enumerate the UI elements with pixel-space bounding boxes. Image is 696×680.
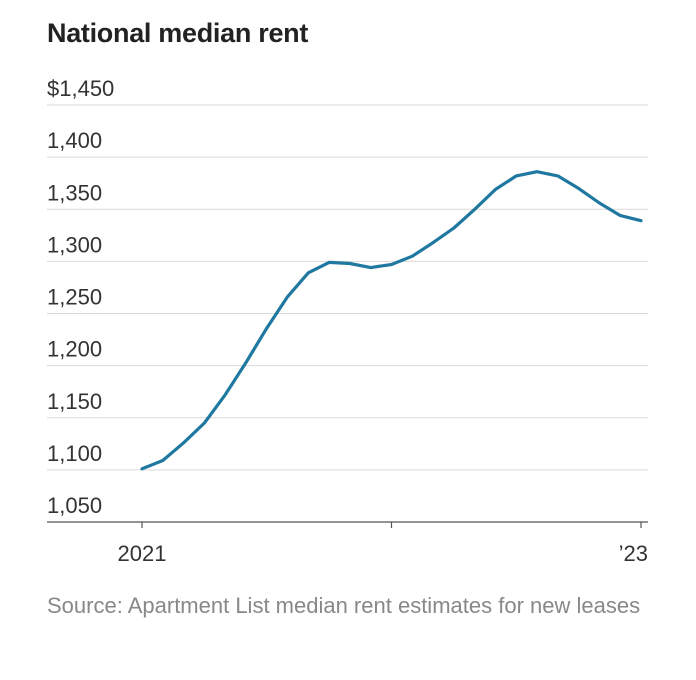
- y-tick-label: 1,250: [47, 285, 102, 310]
- x-tick-label: ’23: [619, 541, 648, 566]
- y-tick-label: 1,050: [47, 493, 102, 518]
- y-tick-label: 1,300: [47, 232, 102, 257]
- grid-lines: [47, 104, 648, 523]
- series-line: [140, 170, 643, 471]
- y-tick-label: 1,400: [47, 128, 102, 153]
- y-tick-label: 1,200: [47, 337, 102, 362]
- source-note: Source: Apartment List median rent estim…: [47, 593, 641, 618]
- x-tick-label: 2021: [118, 541, 167, 566]
- y-tick-labels: 1,050 1,100 1,150 1,200 1,250 1,300 1,350 1,400…: [47, 76, 114, 518]
- x-axis: 2021 ’23: [118, 522, 648, 566]
- chart-title: National median rent: [47, 18, 309, 48]
- y-tick-label: $1,450: [47, 76, 114, 101]
- y-tick-label: 1,100: [47, 441, 102, 466]
- y-tick-label: 1,350: [47, 180, 102, 205]
- y-tick-label: 1,150: [47, 389, 102, 414]
- line-chart: 1,050 1,100 1,150 1,200 1,250 1,300 1,350 1,400…: [47, 76, 648, 566]
- data-series: [140, 170, 643, 471]
